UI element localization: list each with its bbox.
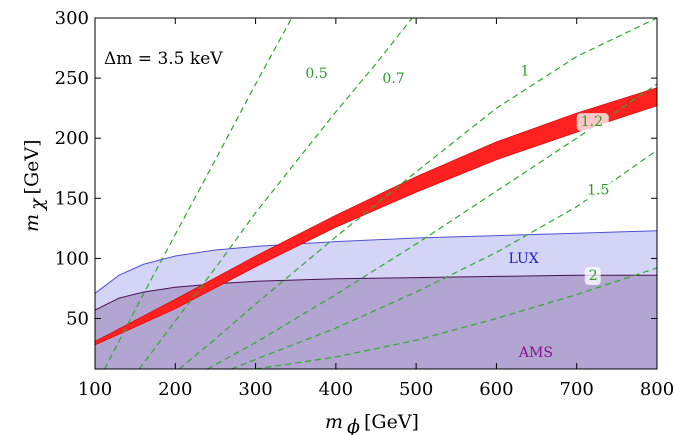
boundary-ams xyxy=(95,274,657,311)
contour-label-1: 0.7 xyxy=(382,71,404,87)
y-tick-label-0: 50 xyxy=(66,309,89,330)
x-tick-label-4: 500 xyxy=(399,379,433,400)
y-tick-label-1: 100 xyxy=(55,248,89,269)
contour-labels: 0.5 0.7 1 1.2 1.5 2 xyxy=(301,62,616,286)
contour-label-bg-2 xyxy=(516,62,533,81)
x-tick-label-0: 100 xyxy=(78,379,112,400)
x-tick-label-6: 700 xyxy=(560,379,594,400)
plot-frame xyxy=(94,17,658,370)
x-axis: 100 200 300 400 500 600 700 800 xyxy=(78,18,674,400)
contour-line-5 xyxy=(255,267,657,369)
region-ams xyxy=(95,275,657,369)
contour-line-2 xyxy=(178,18,657,369)
boundary-lux xyxy=(95,230,657,294)
contour-label-bg-3 xyxy=(576,113,609,132)
x-tick-label-5: 600 xyxy=(479,379,513,400)
delta-m-annotation: Δm = 3.5 keV xyxy=(104,49,223,69)
y-tick-label-5: 300 xyxy=(55,8,89,29)
contour-lines xyxy=(104,18,657,369)
contour-label-bg-1 xyxy=(378,69,411,88)
contour-label-3: 1.2 xyxy=(581,114,603,130)
contour-label-4: 1.5 xyxy=(587,183,609,199)
region-label-ams: AMS xyxy=(518,345,553,361)
fit-band xyxy=(95,87,657,346)
contour-label-5: 2 xyxy=(589,268,598,284)
y-tick-label-3: 200 xyxy=(55,128,89,149)
y-axis: 50 100 150 200 250 300 xyxy=(55,8,657,330)
contour-label-bg-5 xyxy=(584,267,601,286)
contour-label-bg-0 xyxy=(301,65,334,84)
x-axis-label: m ϕ [GeV] xyxy=(325,411,419,435)
contour-line-1 xyxy=(138,18,413,369)
x-tick-label-7: 800 xyxy=(640,379,674,400)
x-tick-label-2: 300 xyxy=(238,379,272,400)
region-label-lux: LUX xyxy=(508,251,538,267)
x-tick-label-3: 400 xyxy=(319,379,353,400)
contour-line-3 xyxy=(207,83,657,369)
x-tick-label-1: 200 xyxy=(158,379,192,400)
plot-area xyxy=(95,18,657,369)
y-tick-label-4: 250 xyxy=(55,68,89,89)
y-axis-label: m χ [GeV] xyxy=(21,139,48,232)
contour-label-2: 1 xyxy=(521,64,530,80)
contour-line-0 xyxy=(104,18,293,369)
contour-label-bg-4 xyxy=(583,181,616,200)
contour-line-4 xyxy=(231,149,657,369)
contour-label-0: 0.5 xyxy=(305,66,327,82)
y-tick-label-2: 150 xyxy=(55,188,89,209)
